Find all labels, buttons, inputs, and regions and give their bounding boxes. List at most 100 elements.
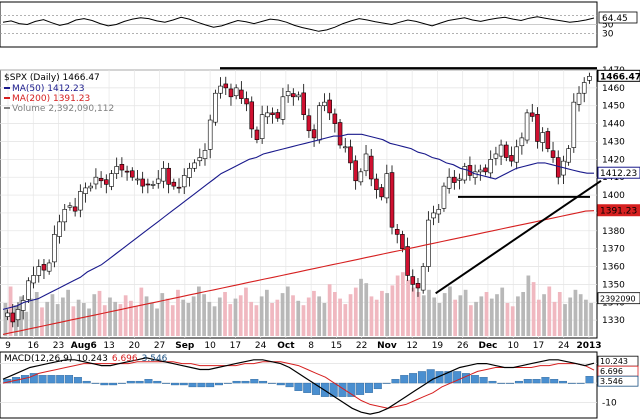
hist-value-label: 3.546	[600, 377, 623, 386]
candle-body	[519, 137, 525, 147]
candle-body	[161, 167, 166, 182]
candle-body	[363, 153, 369, 172]
macd-histogram-bar	[312, 382, 321, 395]
volume-bar	[474, 301, 478, 336]
macd-histogram-bar	[276, 382, 285, 386]
macd-histogram-bar	[126, 380, 135, 384]
candle-body	[109, 173, 114, 187]
candle-body	[431, 212, 436, 219]
price-tick-label: 1380	[602, 227, 625, 237]
macd-histogram-bar	[373, 382, 382, 390]
price-tick-label: 1360	[602, 263, 625, 273]
volume-bar	[390, 285, 395, 336]
volume-bar	[102, 305, 107, 336]
volume-bar	[81, 303, 86, 336]
volume-bar	[217, 297, 222, 336]
x-tick-label: 17	[230, 341, 241, 351]
volume-bar	[589, 303, 593, 336]
macd-histogram-bar	[303, 382, 312, 393]
macd-value: 10.243	[76, 354, 108, 364]
candle-body	[67, 205, 73, 208]
candle-body	[571, 101, 577, 148]
x-tick-label: 13	[103, 341, 114, 351]
volume-bar	[495, 294, 499, 336]
macd-histogram-bar	[391, 379, 400, 384]
x-tick-label: 15	[331, 341, 342, 351]
volume-bar	[568, 297, 573, 336]
candle-body	[244, 98, 249, 105]
candle-body	[207, 119, 213, 150]
volume-bar	[359, 278, 363, 336]
macd-histogram-bar	[417, 371, 426, 384]
chart-title: $SPX (Daily) 1466.47	[4, 73, 100, 83]
price-tick-label: 1460	[602, 84, 625, 94]
macd-histogram-bar	[100, 382, 109, 386]
volume-bar	[458, 295, 463, 336]
volume-bar	[416, 292, 421, 336]
volume-bar	[165, 298, 170, 336]
macd-histogram-bar	[82, 380, 91, 384]
candle-body	[327, 99, 332, 114]
volume-bar	[129, 300, 133, 336]
macd-histogram-bar	[29, 373, 38, 384]
candle-body	[550, 150, 556, 158]
candle-body	[446, 176, 452, 189]
price-tick-label: 1450	[602, 102, 625, 112]
rsi-line	[2, 16, 595, 32]
volume-bar	[259, 296, 264, 336]
candle-body	[384, 173, 390, 199]
x-tick-label: 26	[457, 341, 469, 351]
macd-histogram-bar	[206, 382, 215, 388]
rsi-tick-label: 50	[602, 21, 614, 31]
ma50-line	[2, 133, 594, 310]
volume-bar	[176, 289, 180, 336]
volume-bar	[123, 295, 128, 336]
candle-body	[581, 82, 587, 94]
candle-body	[296, 94, 301, 98]
volume-bar	[197, 286, 201, 336]
candle-body	[270, 112, 275, 115]
macd-histogram-bar	[514, 380, 523, 384]
macd-histogram-bar	[56, 375, 65, 384]
volume-bar	[50, 294, 55, 336]
macd-title: MACD(12,26,9) 10.243 6.696 3.546	[4, 354, 168, 364]
x-tick-label: 12	[406, 341, 417, 351]
ma50-value-label: 1412.23	[600, 169, 637, 179]
candle-body	[410, 276, 416, 285]
candle-body	[301, 92, 306, 115]
candle-body	[306, 115, 312, 132]
volume-bar	[500, 287, 505, 336]
candle-body	[389, 172, 395, 228]
candle-body	[202, 150, 208, 159]
volume-bar	[212, 306, 217, 336]
macd-histogram-bar	[162, 382, 171, 384]
volume-bar	[270, 303, 274, 336]
volume-bar	[432, 297, 437, 336]
candle-body	[587, 76, 592, 81]
candle-body	[254, 129, 260, 140]
macd-histogram-bar	[479, 377, 488, 384]
candle-body	[358, 171, 364, 183]
candle-body	[555, 157, 561, 178]
rsi-panel: 30507064.45	[0, 1, 638, 48]
volume-bar	[584, 299, 588, 336]
x-tick-label: 23	[53, 341, 64, 351]
volume-bar	[343, 304, 348, 336]
candle-body	[233, 87, 239, 97]
volume-bar	[463, 289, 468, 336]
volume-bar	[353, 287, 358, 336]
candle-body	[187, 167, 192, 178]
candle-body	[192, 162, 197, 169]
price-tick-label: 1370	[602, 245, 625, 255]
volume-bar	[223, 292, 227, 336]
macd-title-name: MACD(12,26,9)	[4, 354, 72, 364]
macd-histogram-bar	[400, 375, 409, 384]
candle-body	[129, 170, 135, 178]
volume-bar	[573, 289, 578, 336]
signal-value-label: 6.696	[600, 367, 623, 376]
candle-body	[52, 234, 57, 263]
volume-bar	[61, 297, 65, 336]
candle-body	[15, 309, 21, 321]
